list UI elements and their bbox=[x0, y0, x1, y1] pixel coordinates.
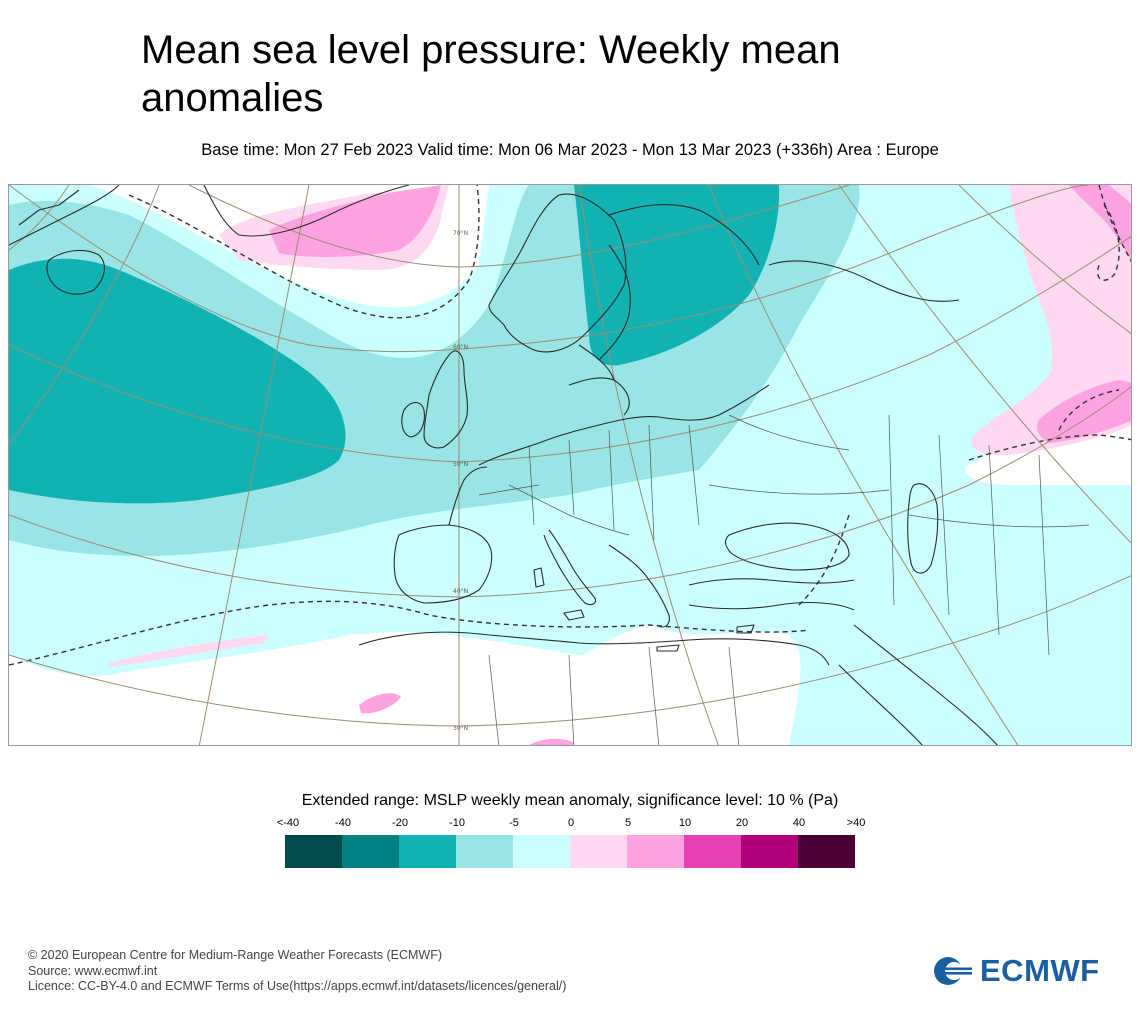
legend-label: 10 bbox=[678, 817, 692, 829]
legend-swatch bbox=[285, 835, 342, 868]
legend-swatch bbox=[399, 835, 456, 868]
legend-swatch bbox=[570, 835, 627, 868]
legend-label: 40 bbox=[792, 817, 806, 829]
chart-subtitle: Base time: Mon 27 Feb 2023 Valid time: M… bbox=[201, 141, 939, 159]
anomaly-region-magenta-east bbox=[1069, 185, 1131, 261]
legend-swatch bbox=[741, 835, 798, 868]
ecmwf-logo-text: ECMWF bbox=[980, 953, 1100, 988]
anomaly-region-pink-east bbox=[971, 185, 1131, 456]
legend-label: >40 bbox=[846, 817, 866, 829]
legend-swatch bbox=[684, 835, 741, 868]
page-title: Mean sea level pressure: Weekly mean ano… bbox=[141, 28, 841, 120]
legend-swatch bbox=[513, 835, 570, 868]
anomaly-region-magenta-greenland bbox=[269, 185, 441, 257]
legend-swatch bbox=[798, 835, 855, 868]
lat-label-30: 30°N bbox=[453, 725, 468, 732]
map-panel: 70°N 60°N 50°N 40°N 30°N bbox=[8, 184, 1132, 746]
source-text: Source: www.ecmwf.int bbox=[28, 963, 158, 978]
licence-text: Licence: CC-BY-4.0 and ECMWF Terms of Us… bbox=[28, 979, 567, 993]
legend-swatch bbox=[342, 835, 399, 868]
legend-label: 5 bbox=[624, 817, 632, 829]
copyright-text: © 2020 European Centre for Medium-Range … bbox=[28, 948, 443, 962]
lat-label-60: 60°N bbox=[453, 344, 468, 351]
legend-label: -20 bbox=[392, 817, 408, 829]
legend-label: 20 bbox=[735, 817, 749, 829]
significance-contours bbox=[9, 185, 1131, 666]
legend-label: <-40 bbox=[276, 817, 300, 829]
legend-colorbar bbox=[285, 835, 855, 868]
legend-swatch bbox=[456, 835, 513, 868]
ecmwf-logo-icon bbox=[934, 957, 972, 985]
legend-title: Extended range: MSLP weekly mean anomaly… bbox=[301, 792, 839, 809]
legend-label: 0 bbox=[567, 817, 575, 829]
legend-label: -40 bbox=[335, 817, 351, 829]
anomaly-region-teal-atlantic bbox=[9, 258, 346, 504]
ecmwf-logo: ECMWF bbox=[932, 952, 1100, 990]
lat-label-50: 50°N bbox=[453, 461, 468, 468]
legend-labels: <-40 -40 -20 -10 -5 0 5 10 20 40 >40 bbox=[257, 817, 883, 831]
graticule bbox=[9, 185, 1131, 745]
lat-label-70: 70°N bbox=[453, 230, 468, 237]
anomaly-region-pink-libya bbox=[529, 738, 574, 745]
legend-label: -10 bbox=[449, 817, 465, 829]
anomaly-region-pink-atlantic-south bbox=[109, 635, 269, 667]
legend-swatch bbox=[627, 835, 684, 868]
anomaly-region-pink-sahara bbox=[359, 693, 401, 714]
lat-label-40: 40°N bbox=[453, 588, 468, 595]
coastlines bbox=[9, 185, 998, 745]
country-borders bbox=[478, 414, 1090, 745]
legend-label: -5 bbox=[509, 817, 519, 829]
footer: © 2020 European Centre for Medium-Range … bbox=[28, 948, 566, 995]
map-svg: 70°N 60°N 50°N 40°N 30°N bbox=[9, 185, 1131, 745]
